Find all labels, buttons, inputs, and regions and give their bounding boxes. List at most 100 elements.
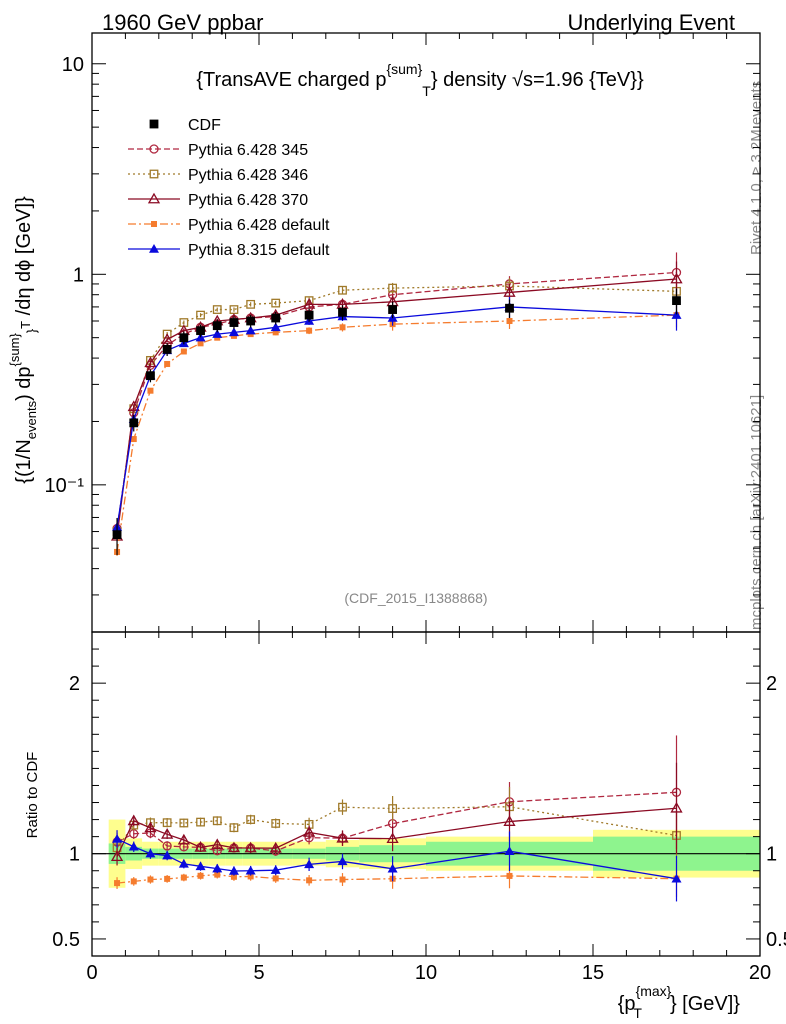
legend-label-pythia-6-428-370: Pythia 6.428 370 [188, 192, 308, 209]
legend: CDF Pythia 6.428 345 Pythia 6.428 346 Pythi… [128, 117, 330, 259]
ratio-point-pythia-6-428-370 [670, 801, 683, 813]
ratio-point-pythia-6-428-370 [269, 841, 282, 853]
point-cdf [672, 296, 681, 306]
y-tick-label-ratio-left: 2 [69, 673, 80, 695]
y-tick-label-ratio-left: 1 [69, 844, 80, 866]
ratio-point-pythia-6-428-default [306, 877, 313, 884]
main-panel-series [110, 252, 683, 556]
point-pythia-6-428-370 [670, 272, 683, 284]
ratio-point-pythia-6-428-370 [336, 831, 349, 843]
ratio-point-pythia-6-428-346 [179, 818, 189, 828]
y-tick-label-main: 10⁻¹ [45, 475, 85, 497]
ratio-point-pythia-8-315-default [387, 863, 398, 873]
y-axis-label-main: {(1/Nevents) dp{sum}}T /dη dϕ [GeV]} [7, 196, 39, 484]
ratio-point-pythia-6-428-346 [246, 815, 256, 824]
x-tick-label: 10 [415, 962, 437, 984]
ratio-point-pythia-6-428-346 [212, 816, 222, 826]
y-tick-label-ratio-left: 0.5 [52, 929, 80, 951]
point-pythia-6-428-346 [388, 283, 398, 293]
ratio-point-pythia-6-428-370 [144, 821, 157, 833]
series-line-pythia-6-428-default [116, 314, 677, 553]
ratio-point-pythia-6-428-default [506, 872, 513, 879]
legend-entry-pythia-6-428-370: Pythia 6.428 370 [128, 192, 308, 209]
legend-entry-cdf: CDF [149, 117, 221, 134]
side-label-mcplots: mcplots.cern.ch [arXiv:2401.10621] [748, 395, 765, 630]
point-pythia-6-428-346 [246, 299, 256, 309]
ratio-point-pythia-6-428-346 [338, 802, 347, 812]
ratio-point-pythia-6-428-370 [302, 826, 316, 837]
y-tick-label-ratio-right: 0.5 [766, 929, 786, 951]
ratio-point-pythia-8-315-default [145, 848, 156, 858]
header-right: Underlying Event [567, 10, 735, 35]
ratio-panel-frame [91, 631, 761, 957]
ratio-point-pythia-6-428-default [114, 880, 121, 887]
ratio-point-pythia-8-315-default [128, 841, 139, 851]
x-tick-label: 20 [749, 962, 771, 984]
ratio-point-pythia-6-428-default [147, 876, 154, 883]
point-cdf [338, 307, 347, 317]
y-tick-label-main: 1 [73, 264, 84, 286]
point-pythia-8-315-default [212, 329, 223, 338]
point-pythia-8-315-default [245, 325, 256, 335]
point-pythia-6-428-default [339, 324, 346, 331]
legend-entry-pythia-8-315-default: Pythia 8.315 default [128, 242, 330, 259]
ratio-point-pythia-6-428-default [272, 875, 279, 882]
ratio-point-pythia-8-315-default [671, 873, 682, 883]
legend-entry-pythia-6-428-default: Pythia 6.428 default [128, 217, 330, 234]
point-pythia-6-428-346 [196, 310, 205, 320]
point-pythia-6-428-346 [212, 305, 222, 314]
ratio-point-pythia-8-315-default [195, 861, 206, 871]
ratio-point-pythia-6-428-default [130, 878, 137, 885]
y-axis-label-ratio: Ratio to CDF [24, 752, 41, 839]
ratio-point-pythia-6-428-370 [386, 832, 399, 844]
point-pythia-6-428-370 [302, 298, 316, 309]
point-cdf [212, 321, 222, 331]
ratio-point-pythia-8-315-default [270, 865, 281, 874]
point-pythia-6-428-default [130, 436, 137, 443]
y-tick-label-ratio-right: 2 [766, 673, 777, 695]
ratio-point-pythia-6-428-default [180, 874, 187, 881]
x-tick-label: 5 [253, 962, 264, 984]
x-tick-label: 15 [582, 962, 604, 984]
ratio-point-pythia-6-428-346 [229, 823, 239, 833]
legend-label-pythia-8-315-default: Pythia 8.315 default [188, 242, 330, 259]
ratio-point-pythia-8-315-default [304, 859, 315, 869]
point-pythia-6-428-370 [127, 400, 140, 412]
ratio-point-pythia-6-428-370 [177, 833, 190, 845]
x-tick-label: 0 [86, 962, 97, 984]
ratio-line-pythia-6-428-346 [116, 806, 677, 849]
ratio-point-pythia-6-428-370 [227, 841, 241, 853]
point-pythia-6-428-370 [503, 286, 516, 297]
point-cdf [505, 303, 514, 313]
legend-marker-pythia-8-315-default [149, 244, 159, 253]
ratio-point-pythia-6-428-default [164, 875, 171, 882]
point-pythia-6-428-default [180, 348, 187, 355]
ratio-point-pythia-6-428-default [339, 876, 346, 883]
point-pythia-8-315-default [270, 322, 281, 332]
legend-entry-pythia-6-428-345: Pythia 6.428 345 [128, 142, 308, 159]
ratio-point-pythia-6-428-default [197, 872, 204, 879]
ratio-point-pythia-6-428-370 [161, 827, 174, 839]
ratio-point-pythia-8-315-default [228, 866, 239, 875]
y-tick-label-ratio-right: 1 [766, 844, 777, 866]
ratio-point-pythia-6-428-370 [110, 850, 124, 862]
point-pythia-6-428-default [164, 360, 171, 367]
point-cdf [304, 310, 314, 320]
legend-marker-pythia-6-428-345 [149, 144, 159, 154]
x-axis-label: {p{max} T} [GeV]} [618, 983, 741, 1021]
ratio-point-pythia-6-428-370 [244, 841, 257, 853]
ratio-point-pythia-6-428-default [247, 873, 254, 880]
point-pythia-6-428-default [272, 329, 279, 336]
ratio-point-pythia-8-315-default [504, 846, 515, 855]
ratio-point-pythia-6-428-346 [162, 818, 172, 828]
ratio-point-pythia-8-315-default [178, 858, 189, 868]
point-pythia-6-428-default [197, 340, 204, 347]
ratio-point-pythia-6-428-346 [196, 817, 205, 827]
point-pythia-6-428-346 [338, 285, 347, 295]
legend-marker-pythia-6-428-370 [147, 192, 161, 204]
plot-title: {TransAVE charged p{sum}T} density √s=1.… [196, 61, 644, 99]
point-cdf [162, 344, 172, 354]
point-cdf [388, 305, 397, 314]
point-pythia-6-428-346 [271, 298, 281, 308]
